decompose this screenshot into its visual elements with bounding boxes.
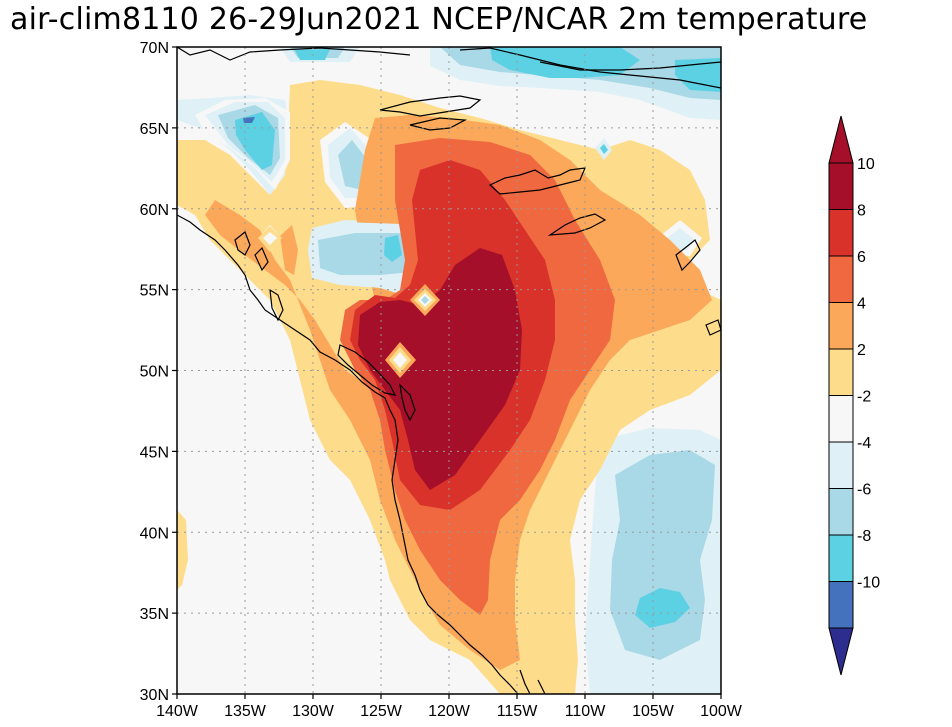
coastline-haida-gwaii bbox=[269, 288, 284, 322]
lat-tick-label: 55N bbox=[140, 283, 169, 300]
warm-band-west-edge bbox=[177, 510, 188, 590]
lon-tick-label: 110W bbox=[565, 703, 607, 720]
colorbar-label: -4 bbox=[857, 435, 871, 452]
coastline-pacific bbox=[177, 214, 519, 694]
colorbar-segment bbox=[828, 209, 854, 257]
lon-tick-label: 100W bbox=[700, 703, 743, 720]
cold-medium-southeast bbox=[610, 450, 715, 660]
colorbar-segment bbox=[828, 302, 854, 350]
gridlines bbox=[177, 47, 721, 694]
cold-overlay-northwest-cyan bbox=[235, 112, 275, 170]
lat-tick-label: 60N bbox=[140, 202, 169, 219]
colorbar-label: -2 bbox=[857, 389, 871, 406]
longitude-labels: 140W 135W 130W 125W 120W 115W 110W 105W 100W bbox=[156, 703, 743, 720]
colorbar-segment bbox=[828, 348, 854, 396]
coastline-hudson bbox=[488, 167, 586, 195]
cold-strong-northeast bbox=[675, 58, 721, 92]
colorbar-bottom-triangle bbox=[828, 627, 854, 676]
cold-strong-southeast bbox=[635, 588, 690, 628]
lon-tick-label: 135W bbox=[224, 703, 267, 720]
coastline-arctic-2 bbox=[539, 61, 721, 71]
coastline-great-slave bbox=[547, 213, 607, 236]
lat-tick-label: 70N bbox=[140, 40, 169, 57]
colorbar-label: -8 bbox=[857, 528, 871, 545]
warm-spot-west-1 bbox=[280, 225, 298, 275]
coastline-north bbox=[177, 47, 411, 61]
colorbar-label: 2 bbox=[857, 342, 866, 359]
colorbar-segment bbox=[828, 534, 854, 582]
colorbar-label: 6 bbox=[857, 249, 866, 266]
temperature-anomaly-field bbox=[177, 47, 721, 694]
coastline-east-lake-2 bbox=[705, 319, 721, 336]
colorbar-segment bbox=[828, 488, 854, 536]
colorbar-segment bbox=[828, 255, 854, 303]
colorbar: 10 8 6 4 2 -2 -4 -6 -8 -10 bbox=[828, 115, 880, 676]
cold-overlay-bc-pocket-cyan bbox=[384, 235, 402, 262]
colorbar-segment bbox=[828, 162, 854, 210]
lat-tick-label: 40N bbox=[140, 525, 169, 542]
lon-tick-label: 130W bbox=[292, 703, 335, 720]
coastline-arctic bbox=[459, 47, 721, 89]
colorbar-segment bbox=[828, 395, 854, 443]
colorbar-label: -10 bbox=[857, 575, 880, 592]
warm-core-above-10 bbox=[358, 248, 522, 490]
colorbar-label: 4 bbox=[857, 296, 866, 313]
cold-overlay-small-north-cyan bbox=[600, 144, 608, 154]
lat-tick-label: 35N bbox=[140, 606, 169, 623]
lon-tick-label: 140W bbox=[156, 703, 199, 720]
coastline-east-lake bbox=[675, 239, 701, 272]
latitude-labels: 30N 35N 40N 45N 50N 55N 60N 65N 70N bbox=[140, 40, 169, 704]
coastline-alaska-inlets bbox=[234, 231, 269, 272]
coastline-puget bbox=[399, 383, 416, 422]
core-diamond-white bbox=[393, 352, 407, 368]
lon-tick-label: 120W bbox=[428, 703, 471, 720]
lon-tick-label: 105W bbox=[632, 703, 675, 720]
colorbar-label: 8 bbox=[857, 203, 866, 220]
colorbar-top-triangle bbox=[828, 115, 854, 164]
lon-tick-label: 125W bbox=[360, 703, 403, 720]
cold-overlay-extreme-spot bbox=[243, 117, 255, 123]
notch-blue bbox=[421, 296, 429, 304]
coastline-vancouver-island bbox=[337, 344, 397, 396]
map-title: air-clim8110 26-29Jun2021 NCEP/NCAR 2m t… bbox=[10, 2, 868, 37]
lat-tick-label: 45N bbox=[140, 444, 169, 461]
lat-tick-label: 30N bbox=[140, 687, 169, 704]
colorbar-label: -6 bbox=[857, 482, 871, 499]
warm-spot-west-3 bbox=[263, 232, 277, 245]
colorbar-label: 10 bbox=[857, 156, 875, 173]
coastline-island-2 bbox=[409, 117, 468, 131]
coastlines bbox=[177, 47, 721, 694]
lon-tick-label: 115W bbox=[497, 703, 539, 720]
coastline-island-1 bbox=[379, 95, 482, 117]
colorbar-segment bbox=[828, 581, 854, 629]
coastline-baja bbox=[519, 669, 546, 694]
lat-tick-label: 65N bbox=[140, 121, 169, 138]
colorbar-segment bbox=[828, 441, 854, 489]
lat-tick-label: 50N bbox=[140, 364, 169, 381]
axis-ticks bbox=[172, 46, 722, 699]
